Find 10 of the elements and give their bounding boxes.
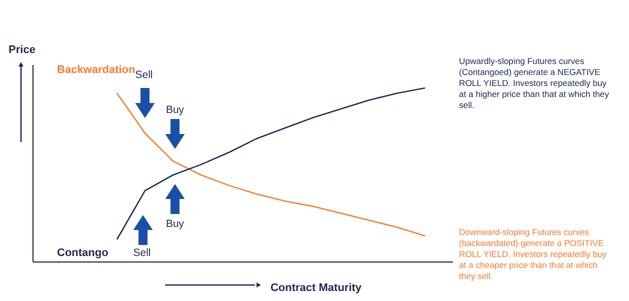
text: Upwardly-sloping Futures curves (Contangoed) generate a NEGATIVE ROLL YIELD. Investors repeatedly buy at a higher price than that at which they sell.	[459, 56, 610, 110]
y-axis-title: Price	[8, 44, 36, 56]
x-axis-title: Contract Maturity	[270, 282, 362, 294]
annotation: Sell	[133, 247, 151, 259]
series-label: Contango	[57, 247, 109, 259]
text: Downward-sloping Futures curves (backwardated) generate a POSITIVE ROLL YIELD. Investors repeatedly buy at a cheaper price than that at which they sell.	[459, 227, 608, 281]
text: Backwardation	[57, 64, 136, 76]
text: Sell	[135, 69, 153, 81]
annotation: Buy	[166, 218, 185, 230]
annotation: Buy	[166, 104, 185, 116]
